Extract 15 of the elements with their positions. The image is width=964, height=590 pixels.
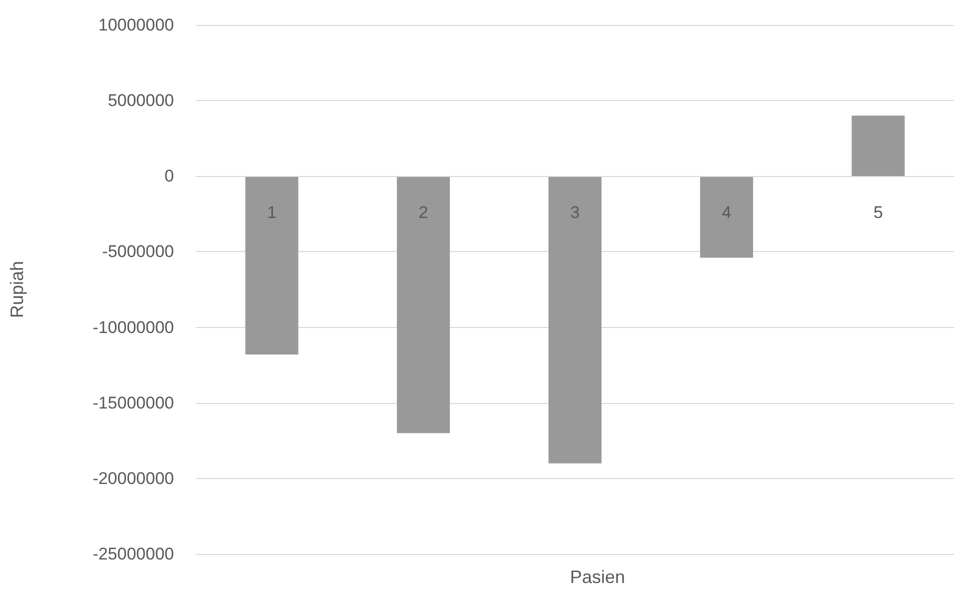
x-tick-label: 1: [267, 203, 277, 222]
y-tick-label: 5000000: [108, 91, 174, 110]
y-tick-label: -15000000: [92, 393, 174, 412]
y-tick-label: -5000000: [102, 242, 174, 262]
y-tick-label: 0: [164, 166, 174, 186]
y-tick-label: -10000000: [92, 318, 174, 337]
x-axis-title: Pasien: [570, 567, 626, 587]
y-tick-label: -20000000: [92, 468, 174, 488]
y-axis-title: Rupiah: [7, 260, 27, 318]
x-tick-label: 2: [418, 203, 428, 222]
y-tick-label: 10000000: [98, 16, 174, 34]
x-tick-label: 4: [722, 203, 732, 222]
x-tick-label: 3: [570, 203, 580, 222]
y-tick-label: -25000000: [92, 544, 174, 564]
x-tick-label: 5: [873, 203, 883, 222]
